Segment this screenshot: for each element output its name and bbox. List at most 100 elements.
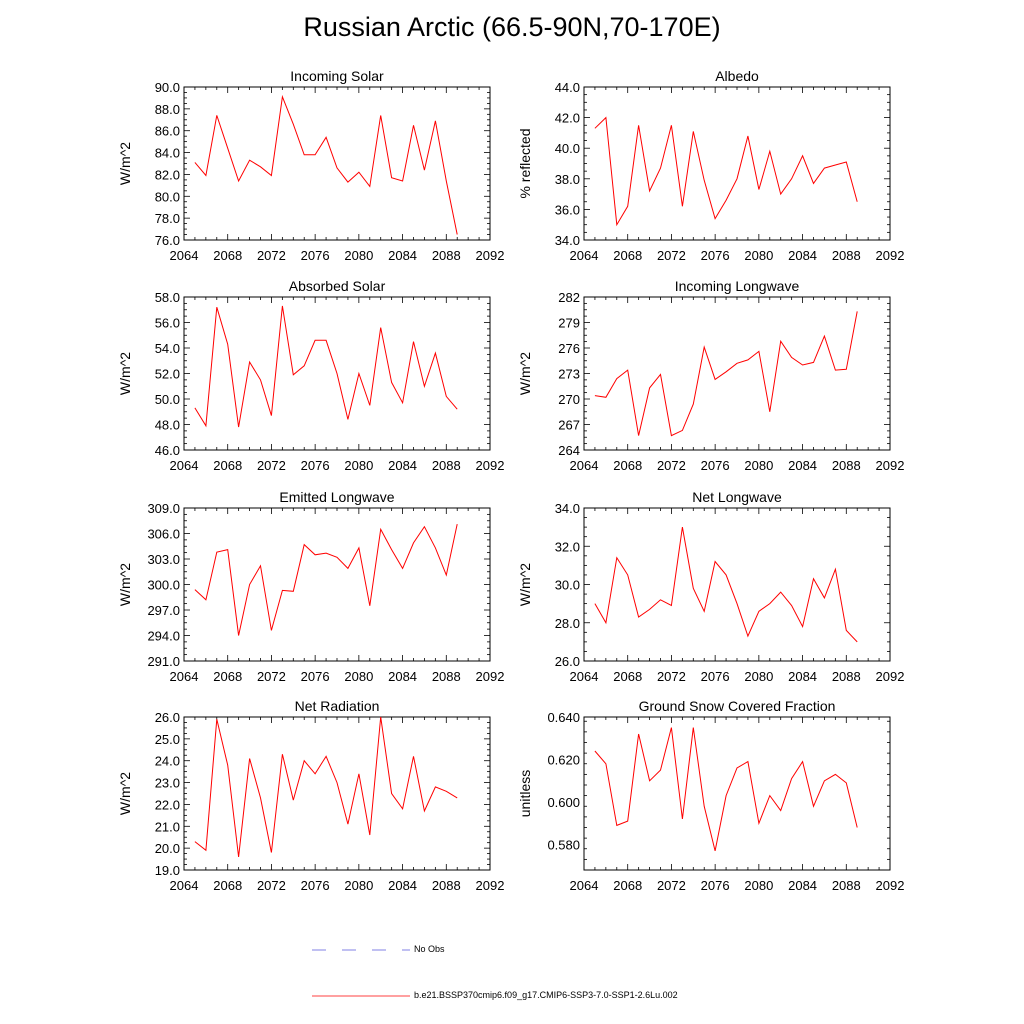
x-tick-label: 2072 [257,458,286,473]
y-tick-label: 38.0 [555,172,580,187]
y-tick-label: 19.0 [155,863,180,878]
x-tick-label: 2064 [570,248,599,263]
x-tick-label: 2072 [657,458,686,473]
y-tick-label: 20.0 [155,841,180,856]
plot-frame [583,296,891,451]
y-tick-label: 48.0 [155,418,180,433]
x-tick-label: 2092 [876,248,905,263]
y-tick-label: 54.0 [155,341,180,356]
x-tick-label: 2084 [788,248,817,263]
y-tick-label: 82.0 [155,167,180,182]
y-tick-label: 76.0 [155,233,180,248]
plot-frame [183,716,491,871]
y-tick-label: 26.0 [155,710,180,725]
x-tick-label: 2084 [788,458,817,473]
y-axis-label: W/m^2 [117,563,133,606]
x-tick-label: 2092 [876,669,905,684]
y-tick-label: 291.0 [147,654,180,669]
x-tick-label: 2068 [613,248,642,263]
y-axis-label: % reflected [517,128,533,198]
y-tick-label: 42.0 [555,111,580,126]
x-tick-label: 2092 [476,669,505,684]
chart-title: Emitted Longwave [279,489,394,505]
x-tick-label: 2076 [701,669,730,684]
y-tick-label: 270 [558,392,580,407]
y-axis-label: W/m^2 [117,772,133,815]
x-tick-label: 2088 [432,669,461,684]
chart-panel: Incoming Solar 2064 2068 2072 2076 2080 2084 20… [117,68,504,263]
chart-panel: Emitted Longwave 2064 2068 2072 2076 2080 2084… [117,489,504,684]
x-tick-label: 2088 [832,878,861,893]
y-tick-label: 267 [558,418,580,433]
plot-frame [583,716,891,871]
chart-title: Albedo [715,68,759,84]
series-line [594,527,858,643]
x-tick-label: 2084 [388,878,417,893]
x-tick-label: 2072 [657,248,686,263]
x-tick-label: 2076 [701,878,730,893]
x-tick-label: 2064 [170,878,199,893]
series-line [194,523,458,636]
x-tick-label: 2088 [432,248,461,263]
y-tick-label: 273 [558,367,580,382]
x-tick-label: 2064 [170,248,199,263]
chart-title: Ground Snow Covered Fraction [639,698,836,714]
series-line [194,716,458,857]
page-title: Russian Arctic (66.5-90N,70-170E) [303,12,721,42]
y-tick-label: 56.0 [155,316,180,331]
y-tick-label: 25.0 [155,732,180,747]
y-tick-label: 309.0 [147,501,180,516]
y-axis-label: W/m^2 [117,352,133,395]
x-tick-label: 2064 [570,458,599,473]
x-tick-label: 2068 [213,878,242,893]
y-tick-label: 0.620 [547,753,580,768]
y-tick-label: 276 [558,341,580,356]
x-tick-label: 2084 [388,458,417,473]
x-tick-label: 2092 [876,878,905,893]
plot-frame [183,507,491,662]
x-tick-label: 2072 [657,878,686,893]
x-tick-label: 2080 [344,669,373,684]
y-tick-label: 34.0 [555,501,580,516]
x-tick-label: 2088 [432,878,461,893]
y-tick-label: 46.0 [155,443,180,458]
chart-panel: Albedo 2064 2068 2072 2076 2080 2084 2088 2092 34… [517,68,904,263]
x-tick-label: 2088 [432,458,461,473]
y-tick-label: 80.0 [155,189,180,204]
y-tick-label: 0.600 [547,795,580,810]
x-tick-label: 2064 [570,669,599,684]
x-tick-label: 2088 [832,458,861,473]
y-tick-label: 306.0 [147,527,180,542]
x-tick-label: 2064 [170,458,199,473]
y-tick-label: 34.0 [555,233,580,248]
chart-panel: Ground Snow Covered Fraction 2064 2068 2072… [517,698,904,893]
series-line [594,311,858,437]
y-tick-label: 282 [558,290,580,305]
y-axis-label: W/m^2 [517,563,533,606]
x-tick-label: 2068 [213,669,242,684]
x-tick-label: 2076 [701,248,730,263]
x-tick-label: 2092 [876,458,905,473]
y-tick-label: 23.0 [155,776,180,791]
chart-title: Incoming Solar [290,68,384,84]
y-tick-label: 84.0 [155,146,180,161]
y-tick-label: 21.0 [155,819,180,834]
x-tick-label: 2068 [613,878,642,893]
y-tick-label: 279 [558,316,580,331]
y-tick-label: 58.0 [155,290,180,305]
x-tick-label: 2080 [344,248,373,263]
x-tick-label: 2080 [744,248,773,263]
y-tick-label: 300.0 [147,578,180,593]
x-tick-label: 2072 [657,669,686,684]
series-line [594,727,858,852]
y-tick-label: 26.0 [555,654,580,669]
x-tick-label: 2080 [344,878,373,893]
x-tick-label: 2072 [257,669,286,684]
x-tick-label: 2080 [744,669,773,684]
y-tick-label: 36.0 [555,202,580,217]
y-tick-label: 294.0 [147,629,180,644]
plot-frame [583,86,891,241]
x-tick-label: 2068 [613,669,642,684]
y-tick-label: 88.0 [155,102,180,117]
